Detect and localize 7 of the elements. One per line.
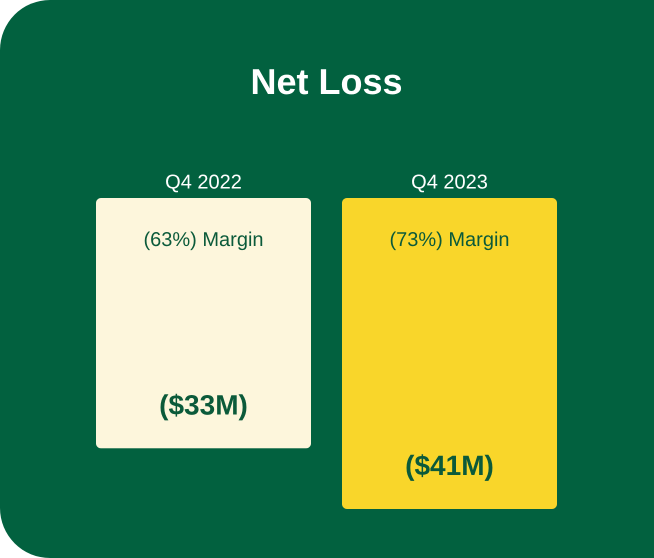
data-label: ($41M): [405, 450, 494, 481]
annotation: (73%) Margin: [389, 229, 510, 251]
x-tick-label: Q4 2023: [411, 172, 488, 194]
annotation: (63%) Margin: [143, 229, 264, 251]
x-tick-label: Q4 2022: [165, 172, 242, 194]
data-label: ($33M): [159, 389, 248, 420]
chart-title: Net Loss: [250, 61, 403, 102]
